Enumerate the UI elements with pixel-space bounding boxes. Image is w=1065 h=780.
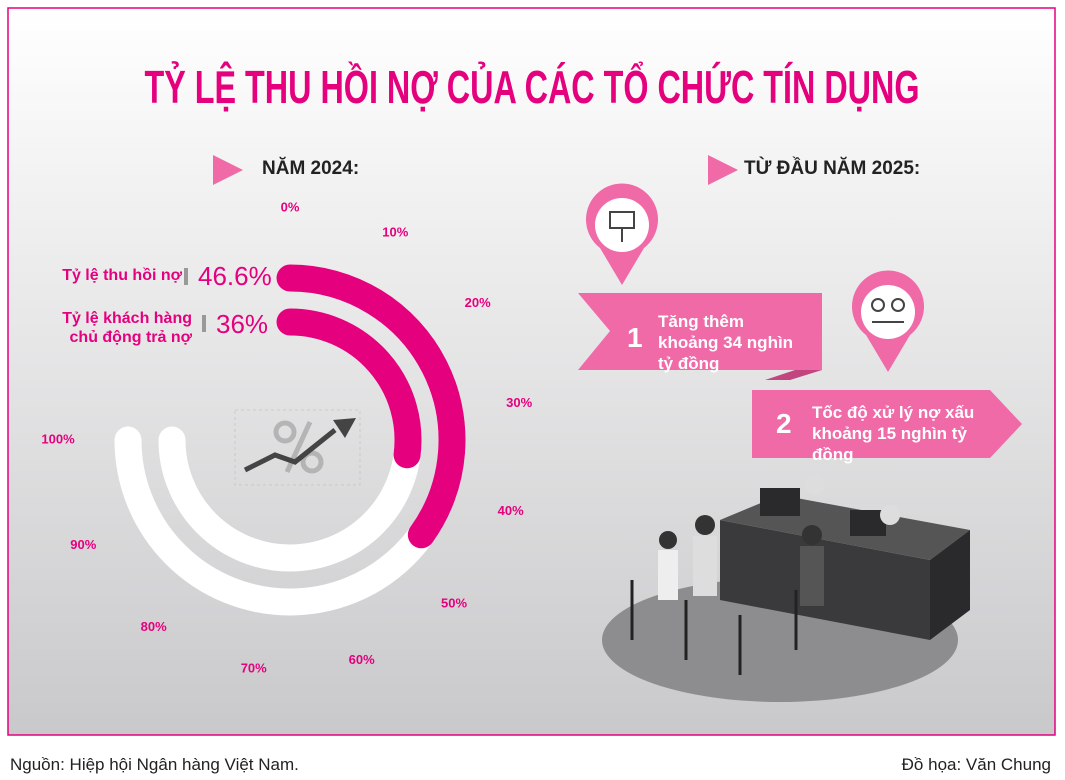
tick-label: 40%	[498, 503, 524, 518]
tick-label: 10%	[382, 225, 408, 240]
credit: Đồ họa: Văn Chung	[901, 755, 1051, 774]
tick-label: 90%	[70, 537, 96, 552]
tick-label: 70%	[241, 661, 267, 676]
legend-label: Tỷ lệ thu hồi nợ	[62, 267, 182, 284]
bar	[276, 308, 422, 469]
ribbon	[752, 390, 1022, 458]
ribbon	[578, 293, 822, 370]
trend-icon	[333, 418, 356, 438]
bar	[276, 264, 466, 549]
tick-label: 20%	[465, 295, 491, 310]
title: TỶ LỆ THU HỒI NỢ CỦA CÁC TỔ CHỨC TÍN DỤN…	[145, 61, 920, 113]
tick-label: 50%	[441, 595, 467, 610]
pin	[852, 270, 925, 372]
value-label: 46.6%	[198, 261, 272, 291]
arrow	[708, 155, 738, 185]
item-text: Tăng thêm khoảng 34 nghìn tỷ đồng	[658, 312, 794, 373]
item-text: Tốc độ xử lý nợ xấu khoảng 15 nghìn tỷ đ…	[812, 403, 975, 464]
arrow	[213, 155, 243, 185]
tick-label: 0%	[281, 199, 300, 214]
trend-icon	[243, 428, 337, 473]
separator	[184, 268, 188, 285]
tick-label: 80%	[141, 619, 167, 634]
legend-label: Tỷ lệ khách hàng chủ động trả nợ	[62, 310, 192, 346]
percent-icon	[234, 409, 361, 486]
tick-label: 100%	[41, 431, 75, 446]
tick-label: 30%	[506, 395, 532, 410]
item-number: 2	[776, 408, 792, 439]
item-number: 1	[627, 322, 643, 353]
section-heading: NĂM 2024:	[262, 158, 360, 179]
pin	[586, 183, 658, 285]
tick-label: 60%	[349, 652, 375, 667]
value-label: 36%	[216, 309, 269, 339]
ribbon-fold	[765, 370, 822, 380]
separator	[202, 315, 206, 332]
section-heading: TỪ ĐẦU NĂM 2025:	[744, 158, 921, 179]
source: Nguồn: Hiệp hội Ngân hàng Việt Nam.	[10, 755, 299, 774]
bank-illustration	[602, 475, 970, 702]
